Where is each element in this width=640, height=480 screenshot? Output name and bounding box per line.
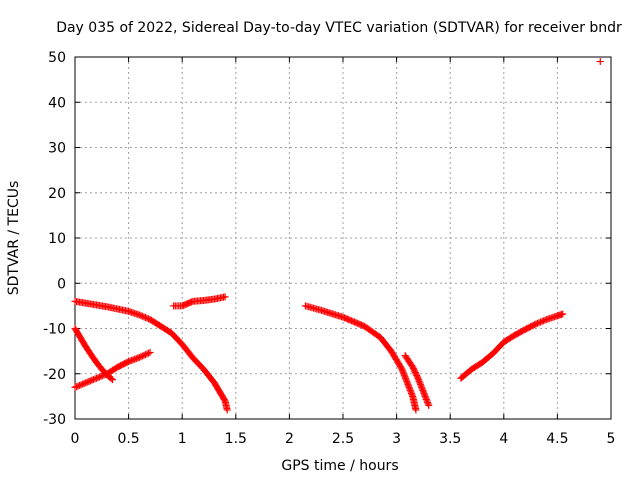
data-point <box>107 375 115 383</box>
y-tick-label: -20 <box>43 367 66 383</box>
data-point <box>135 353 143 361</box>
data-point <box>146 348 154 356</box>
x-tick-label: 2.5 <box>332 431 354 447</box>
data-point <box>143 314 151 322</box>
x-tick-label: 0.5 <box>117 431 139 447</box>
data-point <box>100 371 108 379</box>
grid-lines <box>75 57 611 419</box>
data-point <box>535 319 543 327</box>
y-tick-label: -10 <box>43 322 66 338</box>
data-point <box>135 311 143 319</box>
y-axis-label: SDTVAR / TECUs <box>6 181 22 296</box>
y-tick-label: 20 <box>48 186 66 202</box>
data-point <box>89 376 97 384</box>
data-point <box>79 380 87 388</box>
data-point <box>559 310 567 318</box>
data-point <box>532 320 540 328</box>
y-tick-label: 0 <box>57 276 66 292</box>
x-tick-labels: 0 0.5 1 1.5 2 2.5 3 3.5 4 4.5 5 <box>71 431 616 447</box>
data-point <box>71 383 79 391</box>
data-point <box>92 374 100 382</box>
x-tick-label: 1 <box>178 431 187 447</box>
data-point <box>76 381 84 389</box>
data-point <box>73 383 81 391</box>
data-point <box>82 379 90 387</box>
data-point <box>533 319 541 327</box>
data-point <box>137 312 145 320</box>
data-point <box>223 406 231 414</box>
data-point <box>596 58 604 66</box>
y-tick-label: 50 <box>48 50 66 66</box>
y-tick-label: 40 <box>48 95 66 111</box>
data-point <box>99 372 107 380</box>
data-point <box>143 350 151 358</box>
x-tick-label: 5 <box>607 431 616 447</box>
data-point <box>80 379 88 387</box>
data-point <box>138 312 146 320</box>
data-point <box>88 376 96 384</box>
y-tick-label: 30 <box>48 141 66 157</box>
x-axis-label: GPS time / hours <box>281 458 398 474</box>
data-point <box>85 378 93 386</box>
y-tick-label: 10 <box>48 231 66 247</box>
x-tick-label: 0 <box>71 431 80 447</box>
data-point <box>109 376 117 384</box>
y-tick-label: -30 <box>43 412 66 428</box>
data-point <box>140 351 148 359</box>
data-point <box>141 351 149 359</box>
data-point <box>97 372 105 380</box>
y-tick-labels: -30 -20 -10 0 10 20 30 40 50 <box>43 50 66 428</box>
data-points <box>71 58 604 414</box>
data-point <box>138 352 146 360</box>
data-point <box>145 349 153 357</box>
data-point <box>412 406 420 414</box>
data-point <box>83 378 91 386</box>
data-point <box>137 353 145 361</box>
x-tick-label: 3.5 <box>439 431 461 447</box>
data-point <box>538 317 546 325</box>
x-tick-label: 2 <box>285 431 294 447</box>
x-tick-label: 1.5 <box>225 431 247 447</box>
x-tick-label: 4.5 <box>546 431 568 447</box>
data-point <box>541 316 549 324</box>
data-point <box>425 401 433 409</box>
data-point <box>74 382 82 390</box>
x-tick-label: 4 <box>499 431 508 447</box>
data-point <box>141 314 149 322</box>
data-point <box>540 317 548 325</box>
plot-frame <box>74 56 612 420</box>
data-point <box>140 313 148 321</box>
data-point <box>94 374 102 382</box>
x-tick-label: 3 <box>392 431 401 447</box>
chart-title: Day 035 of 2022, Sidereal Day-to-day VTE… <box>56 20 622 36</box>
data-point <box>86 377 94 385</box>
data-point <box>77 381 85 389</box>
data-point <box>91 375 99 383</box>
data-point <box>537 318 545 326</box>
data-point <box>221 293 229 301</box>
data-point <box>96 373 104 381</box>
